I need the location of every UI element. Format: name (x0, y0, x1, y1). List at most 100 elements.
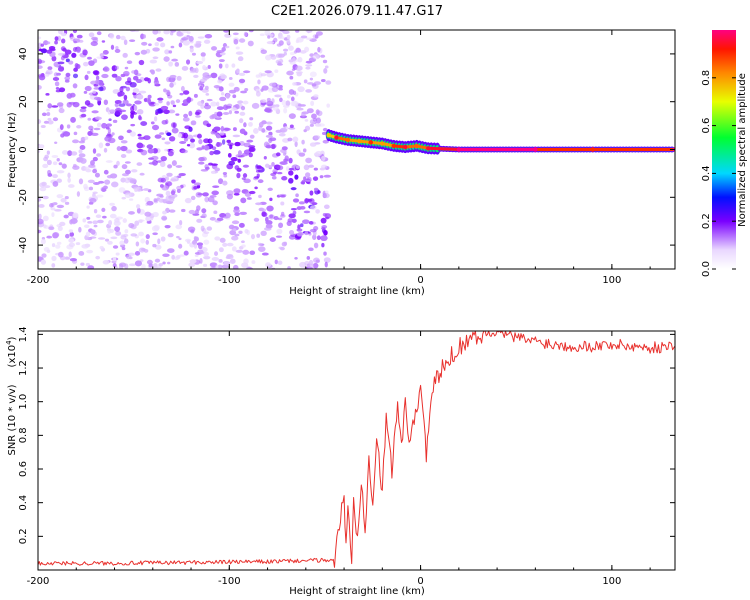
noise-blob (218, 59, 225, 62)
noise-blob (95, 255, 101, 260)
noise-blob (84, 85, 92, 92)
noise-blob (246, 197, 252, 200)
noise-blob (46, 150, 50, 155)
noise-blob (271, 162, 275, 167)
noise-blob (308, 221, 314, 225)
noise-blob (56, 102, 64, 107)
noise-blob (99, 52, 105, 58)
noise-blob (231, 246, 237, 252)
noise-blob (72, 139, 79, 144)
noise-blob (175, 113, 180, 116)
noise-blob (101, 73, 109, 79)
noise-blob (192, 213, 200, 216)
noise-blob (260, 49, 268, 55)
noise-blob (78, 39, 84, 43)
colorbar-tick-label: 0.0 (701, 261, 712, 277)
noise-blob (129, 131, 136, 137)
noise-blob (278, 222, 284, 229)
noise-blob (164, 141, 171, 145)
noise-blob (223, 261, 231, 266)
noise-blob (68, 60, 74, 65)
noise-blob (228, 76, 233, 81)
noise-blob (78, 250, 85, 256)
noise-blob (166, 172, 173, 177)
signal-point (590, 147, 595, 152)
noise-blob (98, 79, 104, 86)
noise-blob (130, 112, 134, 119)
noise-blob (54, 81, 60, 87)
noise-blob (92, 156, 98, 162)
noise-blob (95, 79, 100, 85)
noise-blob (105, 126, 110, 130)
noise-blob (57, 30, 63, 35)
noise-blob (301, 111, 306, 117)
noise-blob (219, 237, 226, 243)
noise-blob (243, 178, 251, 184)
noise-blob (216, 106, 224, 111)
noise-blob (64, 201, 70, 205)
noise-blob (120, 73, 126, 78)
noise-blob (323, 204, 330, 209)
signal-point (533, 147, 538, 152)
noise-blob (124, 229, 129, 234)
noise-blob (276, 228, 283, 235)
noise-blob (166, 132, 172, 137)
noise-blob (87, 131, 93, 136)
noise-blob (123, 94, 128, 101)
noise-blob (167, 164, 173, 169)
noise-blob (174, 61, 180, 67)
noise-blob (290, 207, 297, 211)
noise-blob (309, 142, 317, 147)
noise-blob (297, 86, 305, 93)
noise-blob (39, 187, 47, 192)
noise-blob (229, 144, 233, 150)
spectrogram-xtick-label: 100 (602, 275, 621, 286)
noise-blob (228, 82, 235, 87)
noise-blob (279, 129, 286, 133)
noise-blob (134, 260, 143, 267)
noise-blob (306, 108, 314, 114)
noise-blob (72, 83, 78, 89)
noise-blob (302, 148, 307, 153)
noise-blob (308, 259, 314, 266)
noise-blob (255, 202, 263, 206)
snr-ytick-label: 0.6 (18, 461, 29, 477)
noise-blob (304, 46, 310, 53)
noise-blob (288, 45, 294, 51)
noise-blob (292, 82, 297, 86)
noise-blob (73, 67, 78, 72)
noise-blob (191, 179, 196, 184)
noise-blob (229, 229, 237, 236)
noise-blob (199, 85, 204, 91)
noise-blob (171, 127, 179, 134)
noise-blob (168, 209, 176, 213)
noise-blob (76, 191, 81, 197)
noise-blob (124, 66, 129, 70)
noise-blob (242, 70, 251, 74)
noise-blob (141, 263, 146, 269)
noise-blob (45, 92, 50, 96)
noise-blob (129, 39, 136, 43)
noise-blob (292, 90, 297, 96)
noise-blob (107, 127, 112, 134)
snr-panel: -200 -100 0 100 0.2 0.4 0.6 0.8 1.0 1.2 1.4 Height… (5, 326, 676, 597)
noise-blob (206, 98, 213, 102)
noise-blob (181, 208, 186, 213)
noise-blob (47, 103, 53, 109)
svg-text:(x104): (x104) (5, 336, 18, 367)
noise-blob (189, 46, 194, 53)
noise-blob (133, 105, 138, 112)
noise-blob (261, 211, 268, 217)
noise-blob (112, 119, 118, 123)
noise-blob (322, 139, 329, 144)
spectrogram-plot-area (38, 30, 675, 269)
noise-blob (109, 213, 117, 219)
noise-blob (306, 256, 311, 260)
noise-blob (294, 174, 299, 180)
noise-blob (264, 70, 272, 74)
noise-blob (182, 40, 190, 46)
noise-blob (170, 122, 178, 128)
noise-blob (267, 35, 271, 39)
noise-blob (138, 231, 144, 237)
